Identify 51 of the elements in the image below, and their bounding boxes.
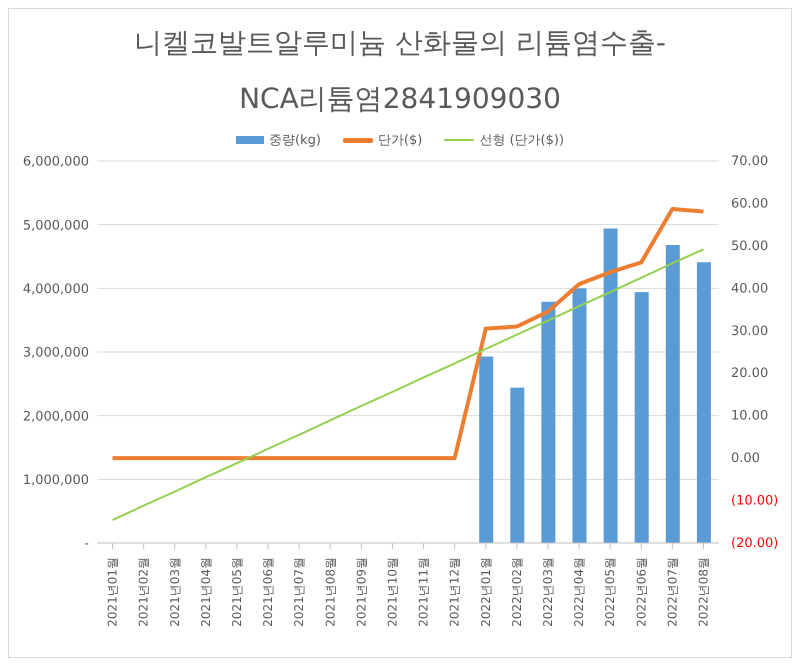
bar	[666, 245, 680, 543]
x-tick-label: 2022년06월	[634, 557, 648, 627]
bar	[479, 356, 494, 543]
x-tick-label: 2021년03월	[168, 557, 182, 627]
legend-label: 중량(kg)	[268, 132, 321, 149]
y2-tick-label: 40.00	[731, 281, 768, 296]
x-tick-label: 2021년05월	[230, 557, 244, 627]
y2-tick-label: 70.00	[731, 154, 768, 169]
legend-label: 선형 (단가($))	[479, 132, 564, 149]
y-tick-label: 1,000,000	[22, 472, 89, 488]
y2-tick-label: 20.00	[731, 366, 768, 382]
bar	[696, 262, 711, 543]
x-tick-label: 2022년08월	[696, 557, 710, 627]
y2-tick-label: 30.00	[731, 324, 768, 339]
y2-tick-label: 0.00	[731, 451, 760, 466]
y-tick-label: -	[84, 536, 90, 552]
chart-title: 니켈코발트알루미늄 산화물의 리튬염수출- NCA리튬염2841909030	[133, 25, 667, 117]
x-tick-label: 2021년01월	[106, 557, 120, 627]
bar	[572, 288, 586, 543]
x-tick-label: 2021년12월	[448, 557, 462, 627]
y-tick-label: 3,000,000	[22, 346, 89, 361]
x-tick-label: 2022년05월	[603, 557, 618, 627]
x-tick-label: 2022년01월	[478, 557, 493, 627]
x-tick-label: 2021년08월	[323, 557, 338, 627]
x-tick-label: 2021년02월	[136, 557, 151, 627]
x-tick-label: 2021년11월	[416, 557, 431, 627]
x-tick-label: 2021년04월	[198, 557, 213, 627]
bar	[541, 302, 556, 543]
y-tick-label: 2,000,000	[22, 409, 89, 424]
bar	[634, 292, 649, 543]
x-tick-label: 2022년02월	[510, 557, 524, 627]
y2-tick-label: (20.00)	[731, 536, 778, 551]
x-tick-label: 2021년06월	[261, 557, 276, 627]
bar	[510, 388, 524, 543]
x-tick-label: 2021년07월	[292, 557, 306, 627]
x-tick-label: 2022년07월	[665, 557, 680, 627]
x-tick-label: 2021년09월	[354, 557, 368, 627]
x-tick-label: 2022년03월	[540, 557, 555, 627]
y2-tick-label: 50.00	[731, 238, 768, 254]
y2-tick-label: 60.00	[731, 196, 768, 212]
x-tick-label: 2022년04월	[572, 557, 586, 627]
y-tick-label: 5,000,000	[22, 218, 89, 234]
y-tick-label: 6,000,000	[22, 154, 89, 170]
y-tick-label: 4,000,000	[22, 282, 89, 297]
line-series	[110, 206, 706, 460]
x-tick-label: 2021년10월	[385, 557, 400, 627]
y2-tick-label: (10.00)	[731, 494, 778, 509]
line-series	[112, 248, 704, 522]
y2-tick-label: 10.00	[731, 408, 768, 424]
bar	[604, 228, 618, 543]
legend-label: 단가($)	[378, 132, 422, 149]
